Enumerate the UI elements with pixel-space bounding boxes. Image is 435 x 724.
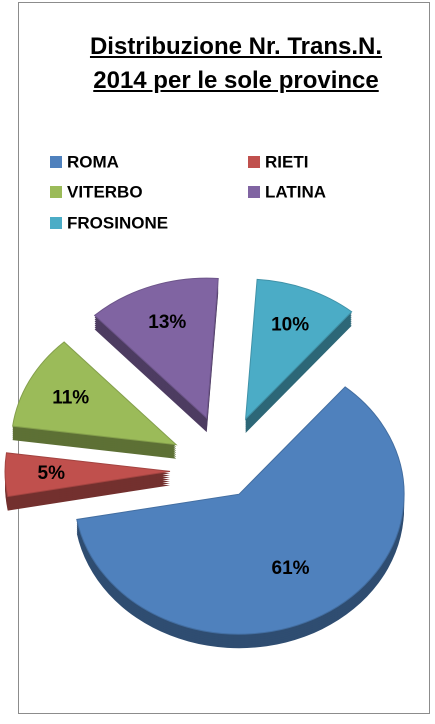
legend-swatch bbox=[50, 217, 62, 229]
legend-swatch bbox=[248, 186, 260, 198]
legend-label: ROMA bbox=[67, 152, 119, 171]
legend-label: RIETI bbox=[265, 152, 308, 171]
legend-label: FROSINONE bbox=[67, 213, 168, 232]
slice bbox=[4, 452, 171, 498]
slice bbox=[93, 277, 219, 420]
data-label: 5% bbox=[38, 463, 66, 484]
legend-label: VITERBO bbox=[67, 182, 143, 201]
legend-swatch bbox=[50, 186, 62, 198]
legend-swatch bbox=[248, 156, 260, 168]
data-label: 10% bbox=[271, 315, 309, 336]
slice bbox=[76, 386, 405, 635]
data-label: 11% bbox=[52, 387, 89, 408]
chart-frame bbox=[18, 2, 430, 714]
legend-label: LATINA bbox=[265, 182, 326, 201]
data-label: 61% bbox=[272, 558, 310, 579]
chart-title: Distribuzione Nr. Trans.N. 2014 per le s… bbox=[89, 33, 383, 94]
legend-swatch bbox=[50, 156, 62, 168]
data-label: 13% bbox=[148, 312, 186, 333]
slice bbox=[12, 341, 178, 446]
slice bbox=[244, 278, 353, 421]
